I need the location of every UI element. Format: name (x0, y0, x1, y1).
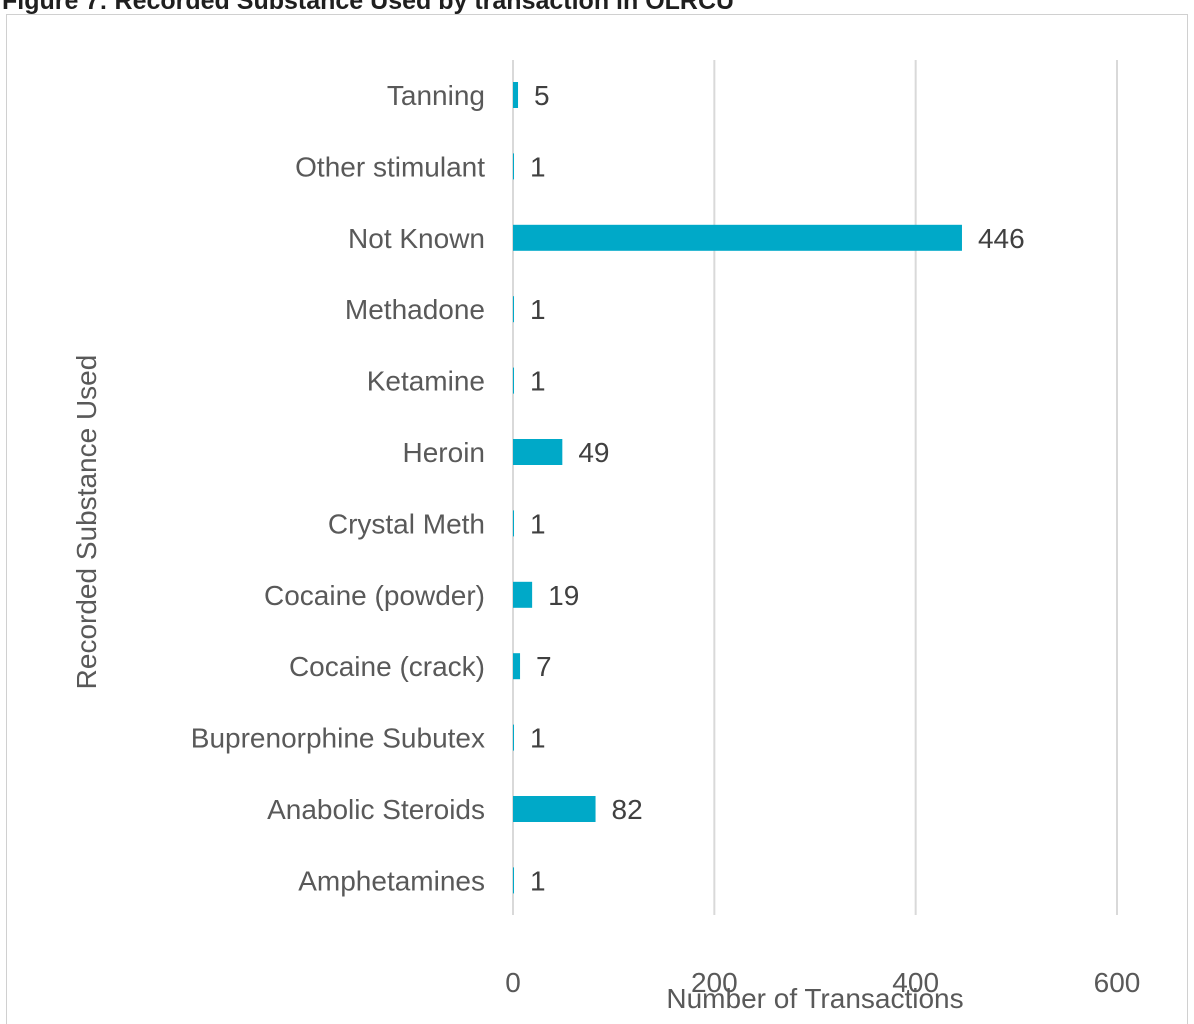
data-label: 1 (530, 366, 546, 397)
category-label: Buprenorphine Subutex (191, 723, 485, 754)
data-label: 1 (530, 865, 546, 896)
bar (513, 367, 515, 394)
category-label: Heroin (403, 437, 485, 468)
category-label: Anabolic Steroids (267, 794, 485, 825)
y-axis-title: Recorded Substance Used (71, 355, 102, 690)
category-labels: Tanning Other stimulant Not Known Methadone… (191, 80, 485, 896)
x-tick-label: 400 (892, 967, 939, 998)
category-label: Tanning (387, 80, 485, 111)
bar (513, 510, 515, 537)
bar (513, 82, 519, 108)
category-label: Methadone (345, 294, 485, 325)
figure-title: Figure 7: Recorded Substance Used by tra… (2, 0, 735, 15)
data-label: 1 (530, 294, 546, 325)
grid-lines (512, 60, 1118, 915)
x-tick-label: 0 (505, 967, 521, 998)
category-label: Not Known (348, 223, 485, 254)
data-label: 1 (530, 508, 546, 539)
data-label: 1 (530, 723, 546, 754)
x-tick-label: 600 (1094, 967, 1141, 998)
data-labels: 5 1 446 1 1 49 1 19 7 1 82 1 (530, 80, 1025, 896)
chart-frame (6, 14, 1188, 1024)
category-label: Cocaine (powder) (264, 580, 485, 611)
category-label: Ketamine (367, 366, 485, 397)
x-axis-title: Number of Transactions (666, 983, 963, 1014)
data-label: 19 (548, 580, 579, 611)
bar (513, 153, 515, 180)
category-label: Other stimulant (295, 151, 485, 182)
x-tick-labels: 0 200 400 600 (505, 967, 1140, 998)
bar (513, 724, 515, 751)
data-label: 49 (578, 437, 609, 468)
category-label: Amphetamines (298, 865, 485, 896)
bar (513, 581, 533, 608)
x-tick-label: 200 (691, 967, 738, 998)
data-label: 1 (530, 151, 546, 182)
data-label: 446 (978, 223, 1025, 254)
category-label: Cocaine (crack) (289, 651, 485, 682)
bar (513, 653, 521, 680)
category-label: Crystal Meth (328, 508, 485, 539)
data-label: 7 (536, 651, 552, 682)
bars (513, 82, 962, 894)
bar (513, 867, 515, 894)
bar (513, 796, 596, 822)
data-label: 5 (534, 80, 550, 111)
data-label: 82 (612, 794, 643, 825)
bar (513, 224, 962, 251)
bar (513, 296, 515, 323)
bar (513, 439, 563, 465)
